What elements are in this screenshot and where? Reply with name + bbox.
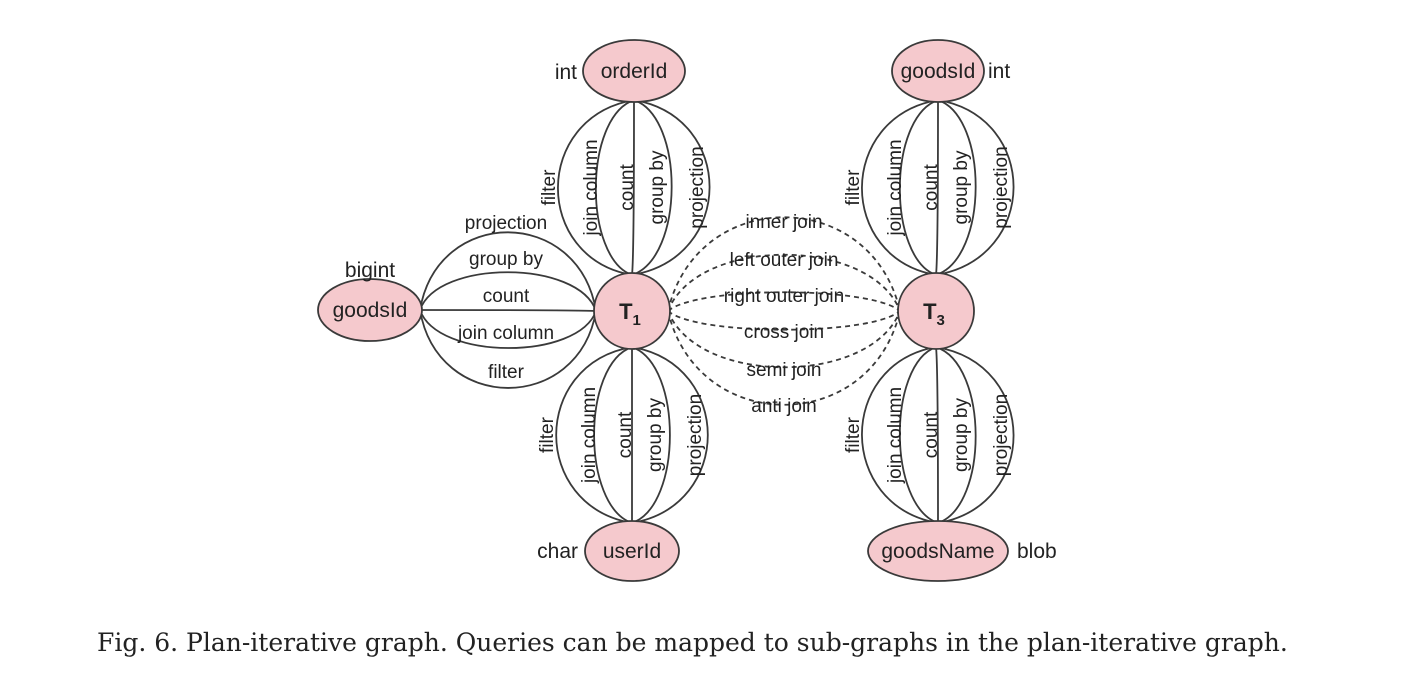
edge-t1-left-filter [419, 309, 597, 389]
table-label-t3: T3 [923, 299, 945, 329]
edge-label-t1-top-group-by: group by [647, 150, 668, 224]
nodes-layer [317, 39, 1009, 582]
edge-t3-bottom-projection [935, 346, 1015, 524]
join-label-cross-join: cross join [744, 322, 824, 343]
join-label-inner-join: inner join [745, 212, 822, 233]
join-label-right-outer-join: right outer join [724, 286, 844, 307]
edge-label-t1-top-filter: filter [539, 169, 560, 206]
edge-label-t1-bottom-count: count [615, 411, 636, 458]
edge-t1-left-group-by [419, 271, 597, 312]
edges-layer [419, 99, 1015, 524]
edge-t3-top-filter [861, 99, 939, 276]
column-node-t1-bottom [584, 520, 680, 582]
column-label-t3-top: goodsId [901, 60, 976, 83]
edge-t1-top-filter [557, 99, 635, 276]
edge-label-t3-top-count: count [921, 164, 942, 211]
column-type-t3-top: int [988, 60, 1010, 83]
edge-t1-bottom-join-column [593, 346, 633, 524]
join-label-left-outer-join: left outer join [730, 250, 839, 271]
edge-label-t1-top-join-column: join column [581, 139, 602, 236]
edge-label-t3-bottom-projection: projection [991, 394, 1012, 476]
edge-label-t3-top-join-column: join column [885, 139, 906, 236]
column-label-t1-bottom: userId [603, 540, 661, 563]
edge-t3-bottom-count [935, 346, 939, 524]
column-label-t3-bottom: goodsName [881, 540, 994, 563]
table-node-t3 [897, 272, 975, 350]
edge-label-t3-bottom-group-by: group by [951, 398, 972, 472]
join-edge-cross-join [667, 310, 901, 331]
join-label-semi-join: semi join [747, 360, 822, 381]
edge-t1-bottom-group-by [631, 346, 671, 524]
edge-label-t3-bottom-filter: filter [843, 416, 864, 453]
edge-label-t1-left-group-by: group by [469, 249, 543, 270]
edge-label-t1-top-count: count [617, 164, 638, 211]
edge-t1-top-count [631, 99, 635, 276]
column-label-t1-left: goodsId [333, 299, 408, 322]
join-edge-semi-join [667, 310, 901, 368]
edge-label-t1-left-count: count [483, 286, 530, 307]
edge-t1-left-join-column [419, 309, 597, 349]
edge-label-t1-left-projection: projection [465, 213, 547, 234]
edge-t1-top-projection [631, 99, 711, 276]
edge-t3-bottom-group-by [935, 346, 977, 524]
column-label-t1-top: orderId [601, 60, 668, 83]
edge-t3-top-projection [935, 99, 1015, 276]
edge-t1-bottom-projection [631, 346, 709, 524]
edge-t3-bottom-filter [861, 346, 939, 524]
column-type-t1-left: bigint [345, 259, 395, 282]
edge-t1-top-join-column [594, 99, 635, 276]
column-type-t1-top: int [555, 61, 577, 84]
edge-label-t1-left-join-column: join column [457, 323, 554, 344]
edge-label-t1-bottom-group-by: group by [645, 398, 666, 472]
join-edge-inner-join [667, 216, 901, 312]
edge-label-t3-top-projection: projection [991, 146, 1012, 228]
edge-t1-left-count [419, 309, 597, 312]
column-node-t1-left [317, 278, 423, 342]
column-node-t1-top [582, 39, 686, 103]
column-node-t3-top [891, 39, 985, 103]
edge-label-t3-top-group-by: group by [951, 150, 972, 224]
edge-t3-bottom-join-column [898, 346, 939, 524]
edge-t3-top-count [935, 99, 939, 276]
edge-t1-top-group-by [631, 99, 673, 276]
table-node-t1 [593, 272, 671, 350]
join-edge-anti-join [667, 310, 901, 406]
edge-label-t3-bottom-count: count [921, 411, 942, 458]
figure-caption: Fig. 6. Plan-iterative graph. Queries ca… [97, 628, 1288, 657]
edge-label-t1-bottom-join-column: join column [579, 387, 600, 484]
column-type-t3-bottom: blob [1017, 540, 1057, 563]
edge-t3-top-group-by [935, 99, 977, 276]
column-node-t3-bottom [867, 520, 1009, 582]
edge-label-t1-left-filter: filter [488, 362, 525, 383]
labels-layer: T1 T3 filter join column count group by projec… [333, 60, 1057, 563]
edge-label-t3-top-filter: filter [843, 169, 864, 206]
edge-t1-left-projection [419, 231, 597, 312]
column-type-t1-bottom: char [537, 540, 578, 563]
join-label-anti-join: anti join [751, 396, 817, 417]
edge-label-t1-bottom-projection: projection [685, 394, 706, 476]
join-edge-right-outer-join [667, 291, 901, 312]
edge-t3-top-join-column [898, 99, 939, 276]
join-edge-left-outer-join [667, 254, 901, 312]
edge-label-t1-top-projection: projection [687, 146, 708, 228]
edge-label-t1-bottom-filter: filter [537, 416, 558, 453]
edge-label-t3-bottom-join-column: join column [885, 387, 906, 484]
table-label-t1: T1 [619, 299, 641, 329]
edge-t1-bottom-filter [555, 346, 633, 524]
